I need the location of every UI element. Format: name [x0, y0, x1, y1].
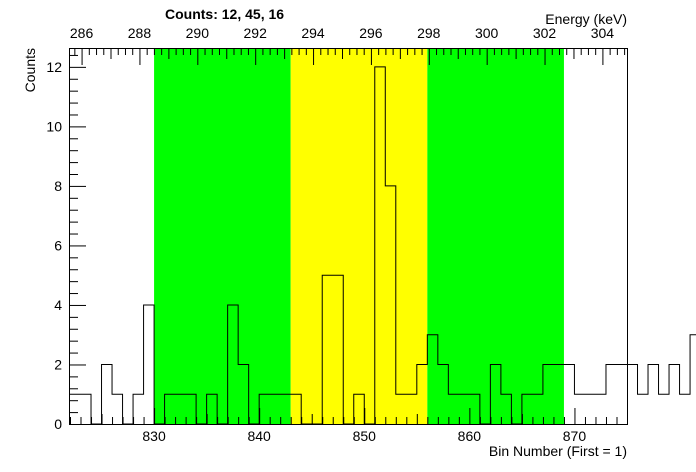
top-tick-label: 300 [475, 25, 499, 41]
y-tick-labels: 0 2 4 6 8 10 12 [46, 59, 62, 432]
chart-title: Counts: 12, 45, 16 [165, 6, 284, 22]
x-tick-label: 850 [353, 428, 377, 444]
x-axis-title: Bin Number (First = 1) [489, 443, 627, 459]
top-tick-label: 304 [591, 25, 615, 41]
y-tick-label: 0 [54, 416, 62, 432]
top-tick-label: 290 [186, 25, 210, 41]
top-tick-label: 288 [128, 25, 152, 41]
axis-ticks [70, 49, 628, 425]
y-tick-label: 8 [54, 178, 62, 194]
top-tick-label: 296 [359, 25, 383, 41]
histogram-line [70, 66, 696, 425]
region-background-right [427, 49, 564, 424]
y-tick-label: 4 [54, 297, 62, 313]
x-tick-label: 860 [458, 428, 482, 444]
top-tick-label: 302 [533, 25, 557, 41]
plot-frame [69, 48, 628, 425]
top-tick-label: 292 [244, 25, 268, 41]
y-tick-label: 2 [54, 356, 62, 372]
region-bands [154, 49, 564, 424]
y-tick-label: 10 [46, 118, 62, 134]
top-tick-label: 298 [417, 25, 441, 41]
y-tick-label: 12 [46, 59, 62, 75]
x-tick-label: 870 [563, 428, 587, 444]
y-axis-title: Counts [22, 48, 38, 92]
top-tick-label: 294 [301, 25, 325, 41]
top-tick-label: 286 [70, 25, 94, 41]
x-tick-label: 830 [142, 428, 166, 444]
top-tick-labels: 286 288 290 292 294 296 298 300 302 304 [70, 25, 614, 41]
x-tick-labels: 830 840 850 860 870 [142, 428, 586, 444]
top-axis-title: Energy (keV) [545, 11, 627, 27]
y-tick-label: 6 [54, 237, 62, 253]
x-tick-label: 840 [247, 428, 271, 444]
region-peak [290, 49, 428, 424]
region-background-left [154, 49, 291, 424]
